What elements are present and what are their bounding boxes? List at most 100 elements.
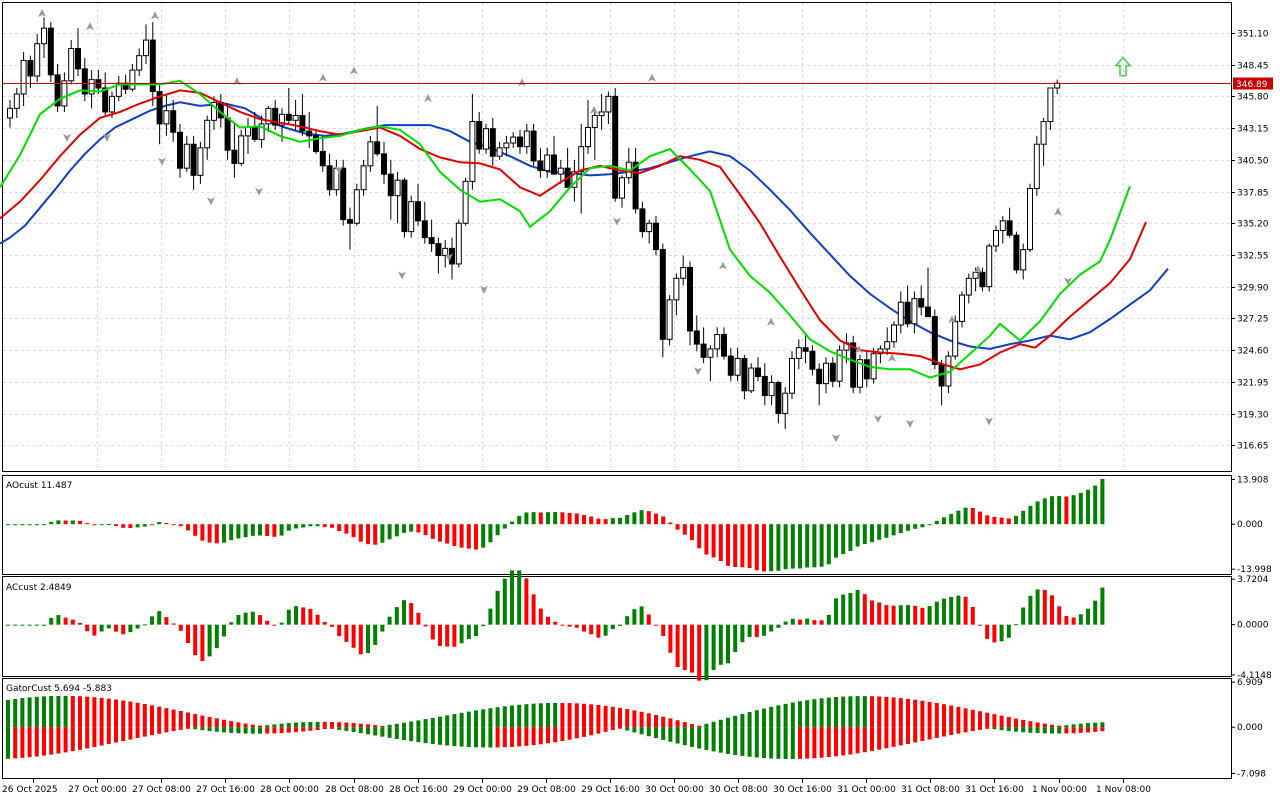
candle-body [659,249,666,340]
gator-bar-up [697,725,702,728]
ac-bar [884,605,889,625]
gator-bar-up [1064,725,1069,728]
candle-body [279,113,285,126]
gator-bar-up [502,706,507,728]
gator-bar-up [1093,722,1098,728]
gator-bar-down [546,727,550,744]
candle-body [836,349,843,382]
ao-bar [200,524,205,541]
candle-body [20,59,27,95]
ac-bar [301,607,306,625]
ao-bar [510,521,514,525]
gator-bar-down [776,727,781,759]
ao-bar [49,521,54,525]
ac-bar [315,614,320,625]
ao-bar [819,524,824,567]
gator-bar-up [848,696,853,728]
price-panel-frame [2,2,1232,472]
gator-bar-down [1078,727,1083,733]
candle-body [360,165,367,191]
gator-bar-down [783,727,788,759]
fractal-up [767,317,775,326]
gator-bar-down [610,727,615,731]
gator-bar-down [42,727,46,756]
ao-bar [1057,496,1062,525]
candle-body [319,150,326,167]
fractal-up [855,345,863,354]
ao-bar [243,524,248,538]
ao-bar [1021,510,1026,525]
candle-body [863,359,870,380]
candle-body [408,201,415,233]
candle-body [646,222,653,233]
y-tick-label: -7.098 [1237,769,1266,779]
ac-bar [63,617,68,625]
gator-bar-up [200,715,205,728]
gator-bar-down [625,727,630,731]
ao-bar [128,524,133,529]
ac-bar [207,624,212,657]
x-tick-label: 1 Nov 00:00 [1032,785,1087,795]
y-tick-label: 0.0000 [1237,621,1269,631]
ac-bar [834,598,838,625]
gator-bar-down [524,727,529,746]
gator-bar-up [34,696,39,728]
gator-bar-down [56,727,61,754]
gator-bar-up [934,703,939,728]
gator-bar-up [668,718,673,728]
gator-bar-down [632,727,637,733]
gator-bar-down [358,727,363,734]
gator-bar-up [927,701,932,728]
x-tick-label: 1 Nov 08:00 [1096,785,1151,795]
gator-bar-down [531,727,536,746]
ac-bar [978,624,982,626]
ao-bar [1028,505,1033,525]
gator-bar-down [474,727,478,748]
gator-bar-up [85,696,90,728]
gator-bar-down [654,727,658,739]
gator-bar-down [380,727,385,737]
ac-bar [589,624,594,635]
gator-bar-up [769,706,774,728]
gator-bar-down [855,727,860,754]
candle-body [265,107,272,125]
gator-bar-down [1064,727,1069,734]
candle-body [353,189,360,224]
fractal-up [719,261,727,270]
ac-bar [20,624,25,626]
gator-bar-down [236,727,241,734]
ao-bar [387,524,392,540]
gator-bar-up [13,698,18,728]
candle-body [517,136,523,148]
gator-bar-down [639,727,644,735]
gator-bar-up [78,696,82,728]
gator-bar-down [214,727,219,732]
gator-bar-up [157,706,162,728]
fractal-up [648,73,656,82]
gator-bar-up [6,699,10,728]
gator-bar-down [78,727,82,750]
gator-bar-up [1057,725,1062,728]
ac-bar [942,598,946,625]
ao-bar [178,524,183,527]
gator-bar-up [747,712,752,728]
teeth-line [0,89,1147,371]
gator-bar-down [978,727,982,730]
gator-bar-up [639,711,644,728]
candle-body [741,357,748,392]
candle-body [979,271,986,288]
candle-body [68,47,75,82]
ao-bar [855,524,860,547]
gator-bar-down [754,727,759,758]
ac-bar [150,616,154,625]
gator-bar-up [711,721,716,728]
candle-body [489,128,496,157]
gator-bar-up [841,696,846,728]
ao-bar [186,524,190,531]
gator-bar-down [898,727,903,746]
gator-bar-up [855,696,860,728]
gator-bar-up [121,700,126,728]
ac-bar [668,624,673,653]
gator-bar-up [942,704,946,728]
